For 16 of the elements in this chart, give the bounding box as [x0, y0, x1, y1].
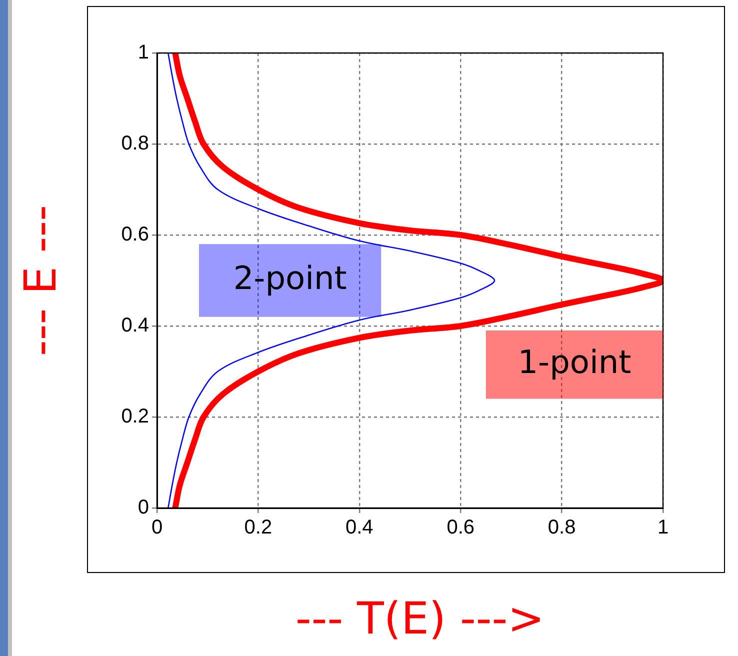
y-tick-label: 0.2: [121, 406, 149, 428]
y-tick-label: 0: [138, 496, 149, 519]
x-tick-label: 0.2: [244, 516, 272, 539]
x-tick-label: 1: [657, 516, 669, 539]
series-label: 1-point: [518, 342, 632, 381]
x-axis-title: --- T(E) --->: [295, 593, 545, 644]
y-tick-label: 0.6: [121, 224, 149, 246]
x-tick-label: 0.4: [345, 516, 374, 539]
y-tick-label: 0.4: [121, 314, 149, 337]
y-tick-label: 0.8: [121, 132, 149, 155]
series-label: 2-point: [233, 258, 347, 297]
x-tick-label: 0.6: [446, 516, 475, 539]
y-tick-label: 1: [138, 42, 149, 64]
y-axis-title: --- E ---: [15, 204, 66, 356]
line-series: [167, 53, 496, 508]
x-tick-label: 0.8: [548, 516, 576, 539]
